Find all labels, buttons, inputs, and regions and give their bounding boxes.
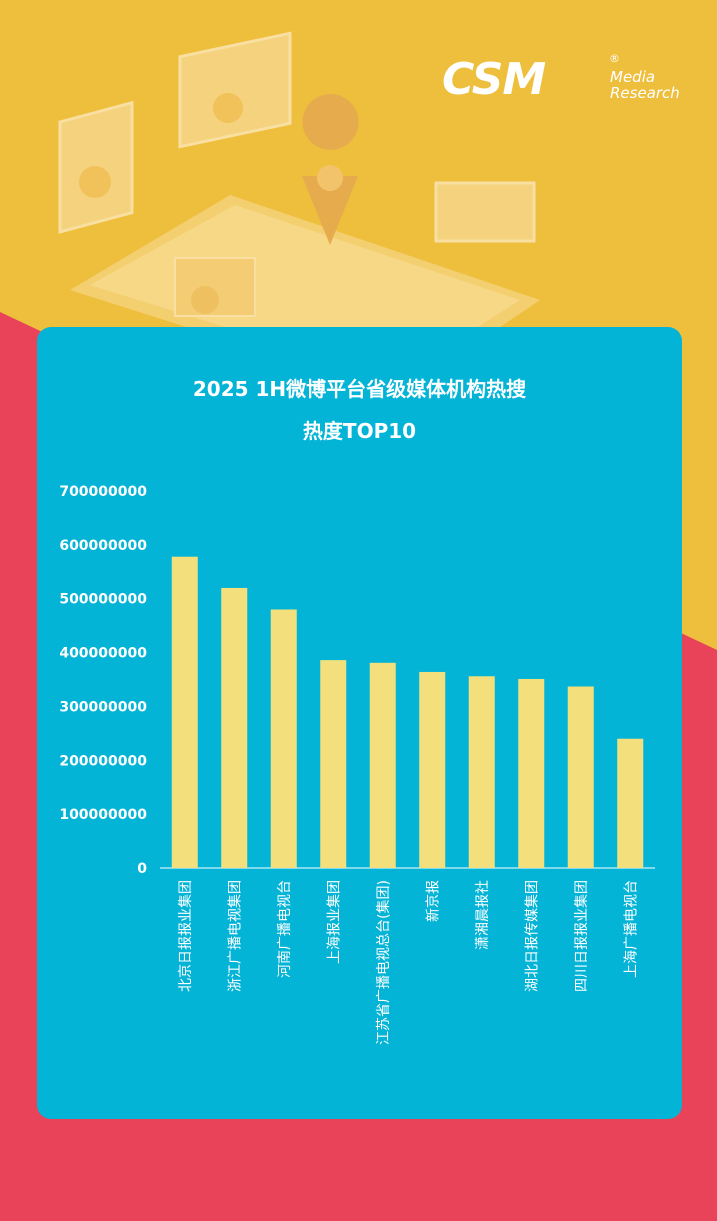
y-tick-label: 700000000 <box>59 484 147 500</box>
x-tick-label: 湖北日报传媒集团 <box>523 880 540 992</box>
logo-csm-text: CSM <box>442 54 546 105</box>
x-tick-label: 上海报业集团 <box>325 880 342 964</box>
x-tick-label: 潇湘晨报社 <box>475 880 491 950</box>
y-tick-label: 0 <box>137 861 147 877</box>
registered-mark: ® <box>609 52 620 65</box>
chart-panel: 2025 1H微博平台省级媒体机构热搜 热度TOP10 0 100000000 20… <box>37 327 682 1119</box>
bar <box>518 678 545 868</box>
y-tick-label: 500000000 <box>59 592 147 608</box>
y-tick-label: 100000000 <box>59 807 147 823</box>
x-tick-label: 新京报 <box>425 880 441 922</box>
x-tick-label: 上海广播电视台 <box>623 880 639 978</box>
chart-title-line1: 2025 1H微博平台省级媒体机构热搜 <box>192 377 527 401</box>
x-tick-label: 四川日报报业集团 <box>573 880 590 992</box>
bar-chart: 0 100000000 200000000 300000000 400000000 500… <box>59 484 655 1045</box>
csm-logo: CSM ® Media Research <box>442 52 692 108</box>
x-tick-label: 河南广播电视台 <box>277 880 293 978</box>
y-tick-label: 400000000 <box>59 646 147 662</box>
bar <box>419 671 446 868</box>
bar <box>369 662 396 868</box>
bar <box>617 738 644 868</box>
bar <box>320 660 347 868</box>
x-tick-label: 江苏省广播电视总台(集团) <box>375 880 392 1045</box>
logo-research-text: Research <box>610 84 680 102</box>
bar <box>171 556 198 868</box>
x-tick-label: 北京日报报业集团 <box>177 880 194 992</box>
bar <box>468 676 495 868</box>
bar <box>221 587 248 868</box>
logo-media-text: Media <box>610 68 656 86</box>
chart-title-line2: 热度TOP10 <box>302 419 417 443</box>
y-tick-label: 300000000 <box>59 699 147 715</box>
bar <box>567 686 594 868</box>
bar <box>270 609 297 868</box>
y-tick-label: 600000000 <box>59 538 147 554</box>
y-tick-label: 200000000 <box>59 753 147 769</box>
x-tick-label: 浙江广播电视集团 <box>226 880 243 992</box>
